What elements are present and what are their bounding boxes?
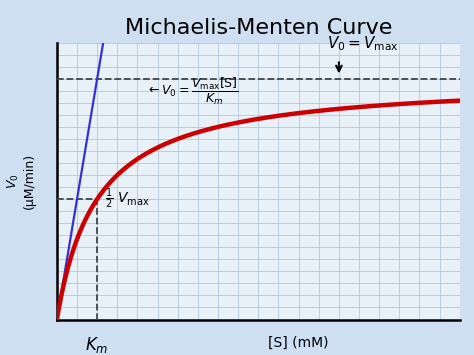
Text: $\frac{1}{2}\ V_\mathrm{max}$: $\frac{1}{2}\ V_\mathrm{max}$ xyxy=(105,187,150,211)
Title: Michaelis-Menten Curve: Michaelis-Menten Curve xyxy=(125,18,392,38)
Text: $\leftarrow V_0 = \dfrac{V_\mathrm{max}[\mathrm{S}]}{K_m}$: $\leftarrow V_0 = \dfrac{V_\mathrm{max}[… xyxy=(146,76,238,107)
Text: $K_m$: $K_m$ xyxy=(85,335,109,355)
Text: [S] (mM): [S] (mM) xyxy=(268,336,329,350)
Text: $V_0 = V_\mathrm{max}$: $V_0 = V_\mathrm{max}$ xyxy=(327,35,399,54)
Text: $V_0$
(μM/min): $V_0$ (μM/min) xyxy=(6,153,36,209)
